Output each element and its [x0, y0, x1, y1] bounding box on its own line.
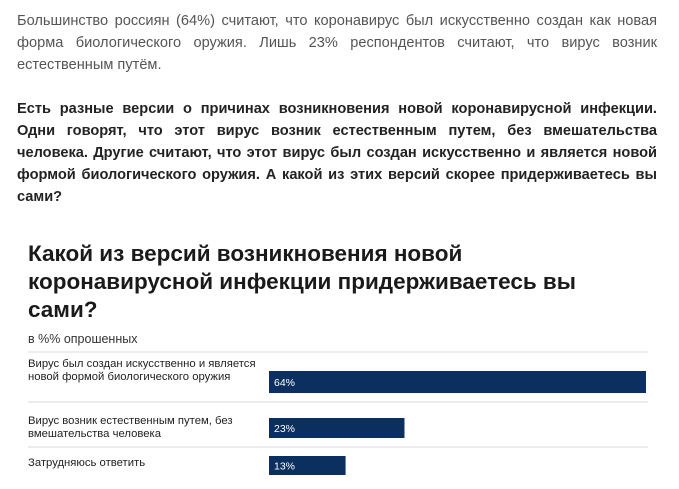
- chart-title: Какой из версий возникновения новой коро…: [28, 241, 576, 322]
- bar-value-label: 23%: [274, 423, 295, 435]
- category-label-box: Затрудняюсь ответить: [28, 457, 146, 469]
- category-label: Вирус возник естественным путем, без вме…: [28, 415, 233, 440]
- survey-question: Есть разные версии о причинах возникнове…: [17, 101, 657, 205]
- category-label-box: Вирус возник естественным путем, без вме…: [28, 415, 233, 440]
- category-label-box: Вирус был создан искусственно и является…: [28, 358, 256, 383]
- category-label: Вирус был создан искусственно и является…: [28, 358, 256, 383]
- bar-chart: Вирус был создан искусственно и является…: [28, 351, 648, 475]
- article-lead: Большинство россиян (64%) считают, что к…: [17, 13, 657, 73]
- bar-value-label: 64%: [274, 377, 295, 389]
- chart-subtitle: в %% опрошенных: [28, 332, 138, 346]
- bar: [269, 418, 405, 438]
- bar: [269, 371, 646, 393]
- chart-figure: Какой из версий возникновения новой коро…: [28, 240, 658, 489]
- bar: [269, 456, 346, 475]
- article-text: Большинство россиян (64%) считают, что к…: [17, 10, 657, 208]
- category-label: Затрудняюсь ответить: [28, 457, 146, 469]
- bar-value-label: 13%: [274, 461, 295, 473]
